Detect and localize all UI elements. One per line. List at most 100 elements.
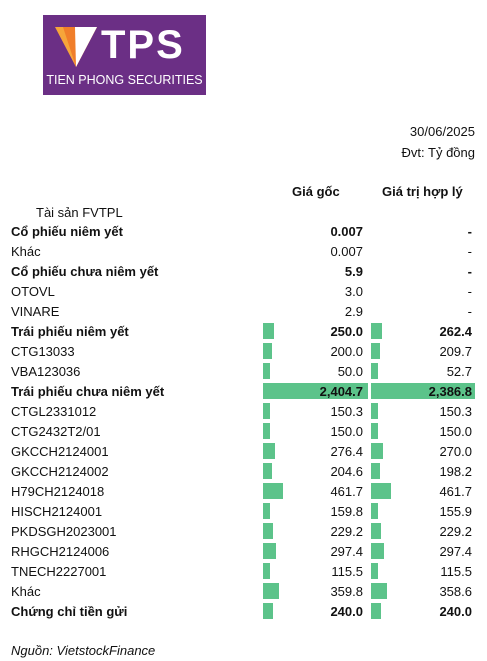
- row-label: GKCCH2124002: [11, 464, 109, 479]
- fair-value-bar: [371, 383, 475, 399]
- fair-value-bar: [371, 403, 378, 419]
- row-label: H79CH2124018: [11, 484, 105, 499]
- cost-value: 229.2: [330, 524, 363, 539]
- fair-value-bar: [371, 443, 383, 459]
- cost-value: 204.6: [330, 464, 363, 479]
- table-row: VINARE 2.9 -: [0, 301, 487, 321]
- row-label: Trái phiếu chưa niêm yết: [11, 384, 165, 399]
- fair-value: 198.2: [439, 464, 472, 479]
- cost-value: 200.0: [330, 344, 363, 359]
- cost-bar: [263, 583, 279, 599]
- fvtpl-table: Cổ phiếu niêm yết 0.007- Khác 0.007- Cổ phiế…: [0, 221, 487, 621]
- cost-value: 240.0: [330, 604, 363, 619]
- row-label: CTGL2331012: [11, 404, 97, 419]
- row-label: TNECH2227001: [11, 564, 107, 579]
- table-row: Khác 0.007 -: [0, 241, 487, 261]
- table-row: Khác 359.8 358.6: [0, 581, 487, 601]
- row-label: RHGCH2124006: [11, 544, 110, 559]
- report-date: 30/06/2025: [409, 124, 475, 139]
- cost-value: 50.0: [337, 364, 363, 379]
- table-row: Trái phiếu niêm yết 250.0 262.4: [0, 321, 487, 341]
- row-label: Cổ phiếu chưa niêm yết: [11, 264, 159, 279]
- table-row: HISCH2124001 159.8 155.9: [0, 501, 487, 521]
- fair-value-bar: [371, 523, 381, 539]
- fair-value: 297.4: [439, 544, 472, 559]
- row-label: Khác: [11, 584, 41, 599]
- fair-value-bar: [371, 603, 381, 619]
- row-label: GKCCH2124001: [11, 444, 109, 459]
- row-label: Cổ phiếu niêm yết: [11, 224, 123, 239]
- tps-logo: TPS TIEN PHONG SECURITIES: [43, 15, 206, 95]
- row-label: CTG13033: [11, 344, 75, 359]
- fair-value-bar: [371, 343, 380, 359]
- table-row: OTOVL 3.0 -: [0, 281, 487, 301]
- row-label: Chứng chỉ tiền gửi: [11, 604, 128, 619]
- tps-logo-mark-icon: [55, 27, 97, 67]
- table-row: CTG13033 200.0 209.7: [0, 341, 487, 361]
- row-label: CTG2432T2/01: [11, 424, 101, 439]
- table-row: H79CH2124018 461.7 461.7: [0, 481, 487, 501]
- cost-value: 0.007: [330, 244, 363, 259]
- fair-value: 262.4: [439, 324, 472, 339]
- cost-value: 0.007: [330, 224, 363, 239]
- row-label: VBA123036: [11, 364, 81, 379]
- fair-value-bar: [371, 583, 387, 599]
- cost-value: 2.9: [344, 304, 363, 319]
- table-row: Cổ phiếu niêm yết 0.007 -: [0, 221, 487, 241]
- section-title: Tài sản FVTPL: [36, 205, 123, 220]
- cost-bar: [263, 443, 275, 459]
- cost-bar: [263, 463, 272, 479]
- row-label: PKDSGH2023001: [11, 524, 117, 539]
- table-row: Cổ phiếu chưa niêm yết 5.9 -: [0, 261, 487, 281]
- cost-value: 5.9: [344, 264, 363, 279]
- table-row: Trái phiếu chưa niêm yết 2,404.7 2,386.8: [0, 381, 487, 401]
- fair-value: -: [467, 284, 472, 299]
- logo-tagline: TIEN PHONG SECURITIES: [46, 73, 203, 87]
- fair-value-bar: [371, 563, 378, 579]
- cost-bar: [263, 403, 270, 419]
- cost-bar: [263, 603, 273, 619]
- cost-value: 115.5: [331, 564, 363, 579]
- cost-bar: [263, 483, 283, 499]
- table-row: CTGL2331012 150.3 150.3: [0, 401, 487, 421]
- fair-value: 270.0: [439, 444, 472, 459]
- fair-value-bar: [371, 363, 378, 379]
- cost-value: 2,404.7: [319, 384, 363, 399]
- fair-value: -: [467, 304, 472, 319]
- cost-value: 276.4: [330, 444, 363, 459]
- cost-bar: [263, 503, 270, 519]
- fair-value: 115.5: [440, 564, 472, 579]
- fair-value: -: [467, 224, 472, 239]
- fair-value-bar: [371, 543, 384, 559]
- cost-value: 461.7: [330, 484, 363, 499]
- fair-value: 358.6: [439, 584, 472, 599]
- cost-bar: [263, 323, 274, 339]
- column-header-fair-value: Giá trị hợp lý: [382, 184, 463, 199]
- logo-letters: TPS: [101, 23, 185, 67]
- unit-label: Đvt: Tỷ đồng: [401, 145, 475, 160]
- cost-value: 150.3: [330, 404, 363, 419]
- fair-value: 2,386.8: [428, 384, 472, 399]
- fair-value: -: [467, 264, 472, 279]
- table-row: TNECH2227001 115.5 115.5: [0, 561, 487, 581]
- cost-bar: [263, 383, 368, 399]
- row-label: HISCH2124001: [11, 504, 103, 519]
- table-row: CTG2432T2/01 150.0 150.0: [0, 421, 487, 441]
- table-row: VBA123036 50.0 52.7: [0, 361, 487, 381]
- cost-bar: [263, 363, 270, 379]
- fair-value: 461.7: [439, 484, 472, 499]
- fair-value: 155.9: [439, 504, 472, 519]
- row-label: VINARE: [11, 304, 60, 319]
- fair-value-bar: [371, 463, 380, 479]
- row-label: Trái phiếu niêm yết: [11, 324, 129, 339]
- fair-value-bar: [371, 423, 378, 439]
- fair-value: -: [467, 244, 472, 259]
- source-note: Nguồn: VietstockFinance: [11, 643, 156, 658]
- fair-value-bar: [371, 503, 378, 519]
- fair-value: 209.7: [439, 344, 472, 359]
- cost-value: 3.0: [344, 284, 363, 299]
- table-row: PKDSGH2023001 229.2 229.2: [0, 521, 487, 541]
- cost-bar: [263, 523, 273, 539]
- cost-value: 150.0: [330, 424, 363, 439]
- cost-value: 359.8: [330, 584, 363, 599]
